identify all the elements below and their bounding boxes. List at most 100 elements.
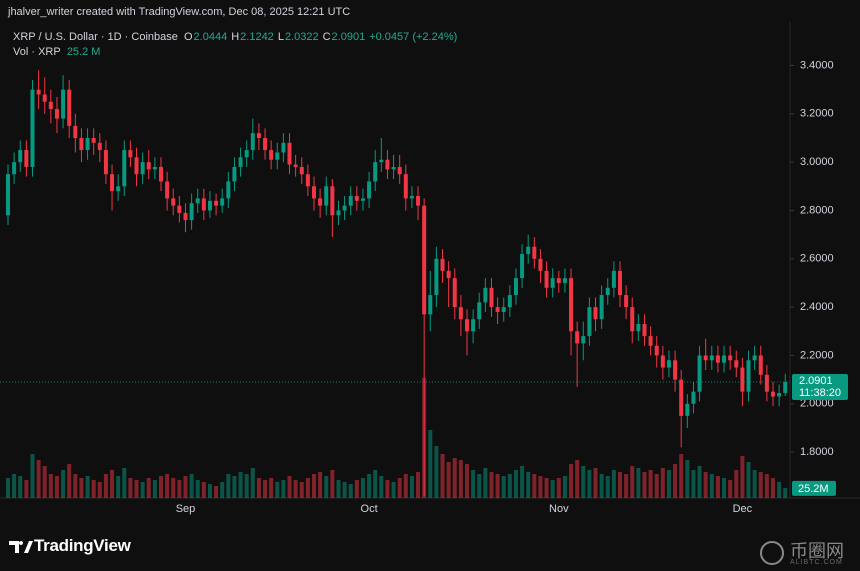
- open-value: 2.0444: [193, 31, 228, 43]
- candle-body: [513, 278, 518, 296]
- candle-body: [122, 150, 127, 187]
- volume-bar: [697, 466, 702, 498]
- candle-body: [501, 307, 506, 312]
- candle-body: [624, 295, 629, 308]
- volume-bar: [666, 470, 671, 498]
- candle-body: [666, 360, 671, 368]
- candle-body: [575, 331, 580, 344]
- volume-bar: [538, 476, 543, 498]
- volume-bar: [379, 476, 384, 498]
- candle-body: [128, 150, 133, 158]
- volume-bar: [391, 482, 396, 498]
- candle-body: [709, 355, 714, 361]
- volume-bar: [42, 466, 47, 498]
- volume-bar: [636, 468, 641, 498]
- volume-bar: [544, 478, 549, 498]
- candle-body: [783, 381, 788, 394]
- candle-body: [752, 355, 757, 361]
- y-tick-label: 2.0000: [800, 398, 834, 410]
- candle-body: [715, 355, 720, 363]
- volume-bar: [91, 480, 96, 498]
- candle-body: [562, 278, 567, 283]
- candle-body: [538, 258, 543, 271]
- candle-body: [764, 374, 769, 392]
- volume-bar: [116, 476, 121, 498]
- volume-bar: [269, 478, 274, 498]
- volume-bar: [654, 474, 659, 498]
- candle-body: [697, 355, 702, 392]
- candle-body: [611, 270, 616, 288]
- candle-body: [618, 270, 622, 296]
- volume-bar: [783, 487, 788, 498]
- candle-body: [458, 307, 463, 320]
- candle-body: [103, 150, 108, 175]
- volume-bar: [575, 460, 580, 498]
- volume-bar: [367, 474, 372, 498]
- candle-body: [183, 212, 188, 221]
- volume-tag-label: 25.2M: [798, 483, 829, 495]
- candle-body: [256, 133, 261, 138]
- candle-body: [422, 205, 427, 315]
- candle-body: [495, 307, 500, 312]
- last-price-label: 2.0901: [799, 375, 833, 387]
- volume-bar: [146, 478, 151, 498]
- candle-body: [685, 403, 690, 416]
- brand: TradingView: [34, 536, 131, 555]
- chart-pane: [0, 22, 790, 498]
- countdown-label: 11:38:20: [799, 387, 841, 399]
- change: +0.0457 (+2.24%): [369, 31, 458, 43]
- candle-body: [54, 108, 59, 119]
- y-tick-label: 1.8000: [800, 446, 834, 458]
- volume-bar: [685, 460, 690, 498]
- volume-bar: [195, 480, 200, 498]
- candle-body: [544, 270, 549, 288]
- volume-bar: [703, 472, 708, 498]
- candle-body: [660, 355, 665, 368]
- volume-bar: [207, 484, 212, 498]
- volume-bar: [562, 476, 567, 498]
- volume-bar: [771, 478, 775, 498]
- candle-body: [6, 174, 10, 216]
- volume-bar: [360, 478, 365, 498]
- y-tick-label: 2.4000: [800, 301, 834, 313]
- candle-body: [526, 246, 531, 254]
- candle-body: [12, 162, 17, 175]
- volume-bar: [373, 470, 378, 498]
- candle-body: [342, 205, 347, 211]
- candle-body: [642, 324, 647, 337]
- candle-body: [428, 295, 433, 315]
- volume-bar: [110, 470, 115, 498]
- candle-body: [220, 198, 225, 206]
- candle-body: [48, 101, 53, 109]
- volume-bar: [305, 478, 310, 498]
- volume-bar: [416, 472, 421, 498]
- candle-body: [214, 200, 219, 206]
- candle-body: [97, 142, 102, 151]
- ohlc-key: L: [277, 31, 284, 43]
- volume-bar: [159, 476, 163, 498]
- volume-bar: [642, 472, 647, 498]
- volume-bar: [73, 474, 78, 498]
- candle-body: [434, 258, 439, 296]
- x-tick-label: Nov: [549, 503, 569, 515]
- candle-body: [226, 181, 231, 199]
- candle-body: [312, 186, 316, 199]
- candle-body: [391, 166, 396, 170]
- volume-bar: [660, 468, 665, 498]
- volume-bar: [103, 474, 108, 498]
- volume-bar: [440, 454, 445, 498]
- candle-body: [648, 336, 653, 346]
- candle-body: [416, 195, 421, 206]
- candle-body: [367, 181, 372, 199]
- volume-bar: [673, 464, 678, 498]
- volume-bar: [471, 470, 476, 498]
- candle-body: [581, 336, 586, 344]
- volume-bar: [550, 480, 555, 498]
- candle-body: [85, 137, 90, 151]
- x-tick-label: Dec: [733, 503, 753, 515]
- volume-bar: [67, 464, 72, 498]
- candle-body: [354, 195, 359, 201]
- volume-bar: [256, 478, 261, 498]
- candle-body: [275, 152, 280, 160]
- candle-body: [305, 174, 310, 187]
